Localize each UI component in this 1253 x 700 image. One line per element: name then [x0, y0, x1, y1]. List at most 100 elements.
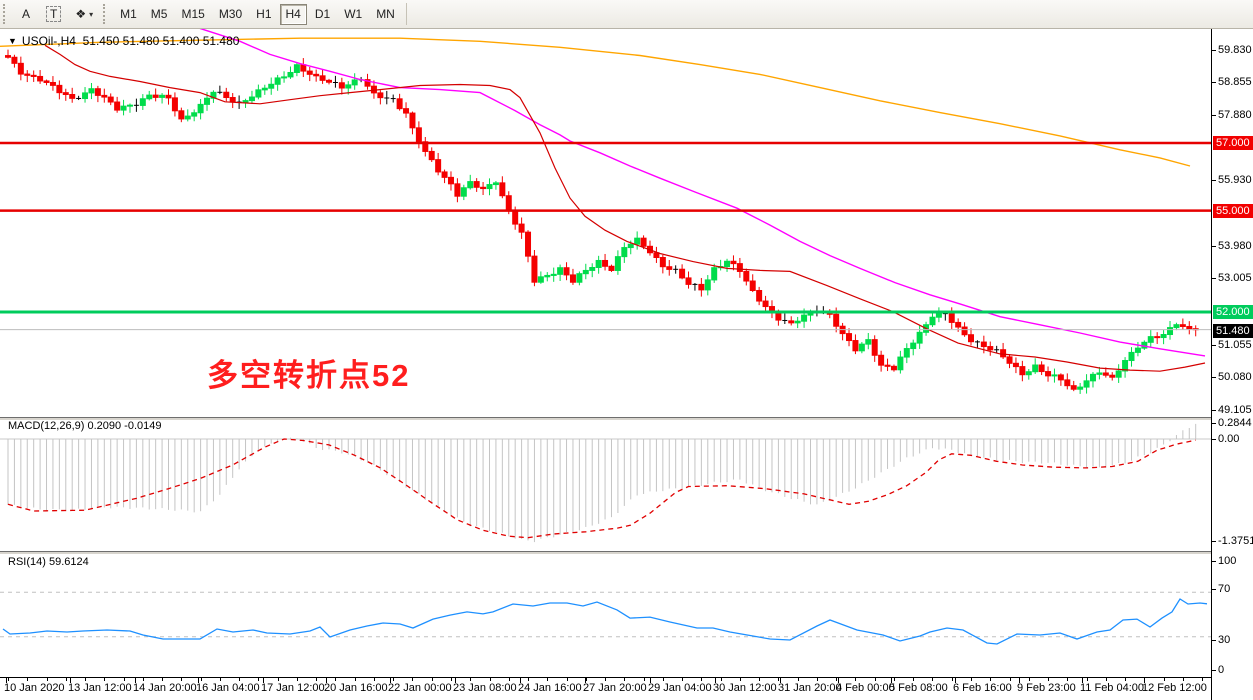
time-axis-minor-tick: [585, 678, 587, 681]
time-axis-minor-tick: [720, 678, 722, 681]
time-axis-minor-tick: [855, 678, 857, 681]
time-axis-minor-tick: [373, 678, 375, 681]
axis-tick: [1212, 278, 1216, 279]
time-axis-minor-tick: [797, 678, 799, 681]
time-axis-label: 16 Jan 04:00: [196, 682, 260, 694]
time-axis-minor-tick: [316, 678, 318, 681]
timeframe-button-M1[interactable]: M1: [120, 7, 137, 21]
axis-tick: [1212, 589, 1216, 590]
cursor-tool-button[interactable]: A: [14, 4, 38, 25]
rsi-label: RSI(14) 59.6124: [8, 556, 89, 568]
level-price-badge: 55.000: [1213, 204, 1253, 218]
time-axis-label: 10 Jan 2020: [4, 682, 65, 694]
time-axis-label: 4 Feb 00:00: [836, 682, 895, 694]
time-axis-minor-tick: [951, 678, 953, 681]
time-axis-label: 6 Feb 16:00: [953, 682, 1012, 694]
timeframe-button-D1[interactable]: D1: [314, 7, 331, 21]
time-axis-minor-tick: [1163, 678, 1165, 681]
time-axis-major-tick: [650, 678, 651, 683]
time-axis-minor-tick: [739, 678, 741, 681]
time-axis-major-tick: [585, 678, 586, 683]
time-axis-minor-tick: [489, 678, 491, 681]
time-axis-minor-tick: [104, 678, 106, 681]
time-axis-label: 14 Jan 20:00: [133, 682, 197, 694]
axis-tick: [1212, 439, 1216, 440]
current-price-badge: 51.480: [1213, 324, 1253, 338]
time-axis-major-tick: [955, 678, 956, 683]
rsi-axis-label: 100: [1218, 555, 1237, 567]
time-axis-minor-tick: [662, 678, 664, 681]
price-axis-label: 57.880: [1218, 109, 1252, 121]
time-axis-minor-tick: [566, 678, 568, 681]
time-axis[interactable]: 10 Jan 2020 13 Jan 12:00 14 Jan 20:00 16 Ja…: [0, 677, 1211, 700]
time-axis-minor-tick: [1105, 678, 1107, 681]
toolbar-grip[interactable]: [3, 4, 8, 24]
time-axis-minor-tick: [123, 678, 125, 681]
time-axis-minor-tick: [990, 678, 992, 681]
toolbar: A T ❖ ▾ M1 M5 M15 M30 H1 H4 D1 W1 MN: [0, 0, 1253, 29]
time-axis-major-tick: [6, 678, 7, 683]
time-axis-minor-tick: [508, 678, 510, 681]
timeframe-button-group: M1 M5 M15 M30 H1 H4 D1 W1 MN: [113, 3, 402, 25]
timeframe-button-M15[interactable]: M15: [181, 7, 205, 21]
time-axis-major-tick: [1019, 678, 1020, 683]
time-axis-label: 11 Feb 04:00: [1080, 682, 1145, 694]
price-axis-label: 53.005: [1218, 272, 1252, 284]
time-axis-major-tick: [455, 678, 456, 683]
time-axis-minor-tick: [893, 678, 895, 681]
timeframe-button-H4[interactable]: H4: [279, 3, 307, 25]
time-axis-major-tick: [70, 678, 71, 683]
time-axis-minor-tick: [836, 678, 838, 681]
chart-symbol: USOil-,H4: [21, 34, 76, 48]
time-axis-minor-tick: [277, 678, 279, 681]
draw-tool-button[interactable]: ❖ ▾: [69, 4, 99, 25]
time-axis-label: 5 Feb 08:00: [889, 682, 948, 694]
time-axis-minor-tick: [8, 678, 9, 681]
main-price-chart[interactable]: [0, 29, 1211, 417]
rsi-indicator-chart[interactable]: [0, 555, 1211, 677]
time-axis-minor-tick: [1202, 678, 1204, 681]
time-axis-label: 31 Jan 20:00: [778, 682, 842, 694]
price-axis-label: 53.980: [1218, 240, 1252, 252]
axis-tick: [1212, 410, 1216, 411]
toolbar-grip[interactable]: [103, 4, 108, 24]
time-axis-label: 20 Jan 16:00: [324, 682, 388, 694]
time-axis-minor-tick: [971, 678, 972, 681]
chevron-down-icon: ▾: [89, 9, 94, 19]
text-tool-button[interactable]: T: [40, 4, 67, 25]
macd-indicator-chart[interactable]: [0, 421, 1211, 551]
axis-tick: [1212, 541, 1216, 542]
level-price-badge: 57.000: [1213, 136, 1253, 150]
axis-tick: [1212, 246, 1216, 247]
time-axis-major-tick: [1144, 678, 1145, 683]
cursor-tool-label: A: [21, 7, 30, 21]
time-axis-minor-tick: [682, 678, 684, 681]
symbol-dropdown-icon[interactable]: ▼: [8, 36, 17, 46]
timeframe-button-M30[interactable]: M30: [218, 7, 243, 21]
text-tool-label: T: [46, 6, 62, 22]
price-axis-label: 50.080: [1218, 371, 1252, 383]
time-axis-label: 12 Feb 12:00: [1142, 682, 1207, 694]
timeframe-button-H1[interactable]: H1: [256, 7, 272, 21]
timeframe-button-MN[interactable]: MN: [376, 7, 395, 21]
timeframe-button-W1[interactable]: W1: [344, 7, 363, 21]
time-axis-label: 13 Jan 12:00: [68, 682, 132, 694]
time-axis-label: 24 Jan 16:00: [518, 682, 582, 694]
time-axis-major-tick: [891, 678, 892, 683]
time-axis-minor-tick: [1009, 678, 1011, 681]
time-axis-major-tick: [390, 678, 391, 683]
timeframe-button-M5[interactable]: M5: [150, 7, 168, 21]
panel-splitter[interactable]: [0, 417, 1211, 421]
time-axis-minor-tick: [701, 678, 703, 681]
panel-splitter[interactable]: [0, 551, 1211, 555]
time-axis-minor-tick: [335, 678, 337, 681]
value-axis-column[interactable]: 59.830 58.855 57.880 55.930 53.980 53.005 51.0…: [1211, 29, 1253, 700]
time-axis-major-tick: [263, 678, 264, 683]
rsi-axis-label: 30: [1218, 634, 1231, 646]
axis-tick: [1212, 180, 1216, 181]
time-axis-minor-tick: [643, 678, 645, 681]
time-axis-minor-tick: [816, 678, 818, 681]
price-axis-label: 51.055: [1218, 339, 1252, 351]
time-axis-minor-tick: [1125, 678, 1127, 681]
